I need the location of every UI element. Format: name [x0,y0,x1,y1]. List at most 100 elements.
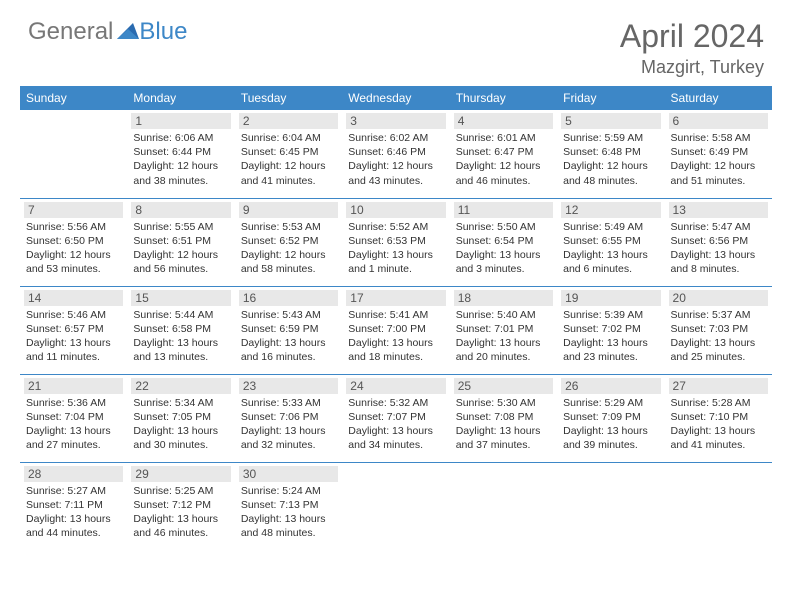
day-details: Sunrise: 5:49 AMSunset: 6:55 PMDaylight:… [561,220,660,277]
day-number: 15 [131,290,230,306]
day-cell: 15 Sunrise: 5:44 AMSunset: 6:58 PMDayligh… [127,286,234,374]
day-number: 24 [346,378,445,394]
day-details: Sunrise: 6:01 AMSunset: 6:47 PMDaylight:… [454,131,553,188]
day-cell: 26 Sunrise: 5:29 AMSunset: 7:09 PMDayligh… [557,374,664,462]
day-cell: 28Sunrise: 5:27 AMSunset: 7:11 PMDayligh… [20,462,127,550]
day-details: Sunrise: 5:29 AMSunset: 7:09 PMDaylight:… [561,396,660,453]
day-header: Tuesday [235,86,342,110]
day-number: 14 [24,290,123,306]
day-number: 3 [346,113,445,129]
day-number: 10 [346,202,445,218]
day-number: 25 [454,378,553,394]
week-row: 7Sunrise: 5:56 AMSunset: 6:50 PMDaylight… [20,198,772,286]
empty-cell [665,462,772,550]
day-cell: 7Sunrise: 5:56 AMSunset: 6:50 PMDaylight… [20,198,127,286]
day-header: Friday [557,86,664,110]
logo: General Blue [28,18,187,46]
day-details: Sunrise: 5:50 AMSunset: 6:54 PMDaylight:… [454,220,553,277]
logo-triangle-icon [117,18,139,46]
empty-cell [450,462,557,550]
calendar-body: 1Sunrise: 6:06 AMSunset: 6:44 PMDaylight… [20,110,772,550]
day-cell: 12 Sunrise: 5:49 AMSunset: 6:55 PMDayligh… [557,198,664,286]
day-details: Sunrise: 5:37 AMSunset: 7:03 PMDaylight:… [669,308,768,365]
day-number: 11 [454,202,553,218]
day-number: 21 [24,378,123,394]
day-details: Sunrise: 5:34 AMSunset: 7:05 PMDaylight:… [131,396,230,453]
empty-cell [557,462,664,550]
day-cell: 18 Sunrise: 5:40 AMSunset: 7:01 PMDayligh… [450,286,557,374]
day-details: Sunrise: 5:58 AMSunset: 6:49 PMDaylight:… [669,131,768,188]
calendar-table: SundayMondayTuesdayWednesdayThursdayFrid… [20,86,772,550]
day-header-row: SundayMondayTuesdayWednesdayThursdayFrid… [20,86,772,110]
day-number: 29 [131,466,230,482]
week-row: 14Sunrise: 5:46 AMSunset: 6:57 PMDayligh… [20,286,772,374]
day-cell: 27 Sunrise: 5:28 AMSunset: 7:10 PMDayligh… [665,374,772,462]
day-number: 6 [669,113,768,129]
day-cell: 25 Sunrise: 5:30 AMSunset: 7:08 PMDayligh… [450,374,557,462]
day-cell: 11 Sunrise: 5:50 AMSunset: 6:54 PMDayligh… [450,198,557,286]
day-details: Sunrise: 5:41 AMSunset: 7:00 PMDaylight:… [346,308,445,365]
day-cell: 1Sunrise: 6:06 AMSunset: 6:44 PMDaylight… [127,110,234,198]
page-header: General Blue April 2024 Mazgirt, Turkey [0,0,792,86]
day-number: 8 [131,202,230,218]
day-cell: 6 Sunrise: 5:58 AMSunset: 6:49 PMDaylight… [665,110,772,198]
day-cell: 19Sunrise: 5:39 AMSunset: 7:02 PMDayligh… [557,286,664,374]
day-cell: 9 Sunrise: 5:53 AMSunset: 6:52 PMDaylight… [235,198,342,286]
day-cell: 20Sunrise: 5:37 AMSunset: 7:03 PMDayligh… [665,286,772,374]
day-cell: 3 Sunrise: 6:02 AMSunset: 6:46 PMDaylight… [342,110,449,198]
day-details: Sunrise: 5:43 AMSunset: 6:59 PMDaylight:… [239,308,338,365]
day-header: Saturday [665,86,772,110]
day-number: 9 [239,202,338,218]
day-number: 1 [131,113,230,129]
logo-text-1: General [28,18,113,46]
day-number: 17 [346,290,445,306]
day-number: 5 [561,113,660,129]
logo-text-2: Blue [139,18,187,46]
day-number: 23 [239,378,338,394]
day-details: Sunrise: 6:02 AMSunset: 6:46 PMDaylight:… [346,131,445,188]
month-title: April 2024 [620,18,764,55]
day-cell: 29 Sunrise: 5:25 AMSunset: 7:12 PMDayligh… [127,462,234,550]
day-cell: 16 Sunrise: 5:43 AMSunset: 6:59 PMDayligh… [235,286,342,374]
day-details: Sunrise: 5:52 AMSunset: 6:53 PMDaylight:… [346,220,445,277]
empty-cell [342,462,449,550]
day-details: Sunrise: 5:55 AMSunset: 6:51 PMDaylight:… [131,220,230,277]
day-details: Sunrise: 5:28 AMSunset: 7:10 PMDaylight:… [669,396,768,453]
empty-cell [20,110,127,198]
day-number: 27 [669,378,768,394]
day-details: Sunrise: 5:44 AMSunset: 6:58 PMDaylight:… [131,308,230,365]
day-cell: 21Sunrise: 5:36 AMSunset: 7:04 PMDayligh… [20,374,127,462]
day-cell: 10 Sunrise: 5:52 AMSunset: 6:53 PMDayligh… [342,198,449,286]
day-header: Sunday [20,86,127,110]
title-block: April 2024 Mazgirt, Turkey [620,18,764,78]
day-details: Sunrise: 5:59 AMSunset: 6:48 PMDaylight:… [561,131,660,188]
day-number: 4 [454,113,553,129]
day-details: Sunrise: 5:53 AMSunset: 6:52 PMDaylight:… [239,220,338,277]
day-details: Sunrise: 5:47 AMSunset: 6:56 PMDaylight:… [669,220,768,277]
day-number: 13 [669,202,768,218]
day-number: 19 [561,290,660,306]
location-label: Mazgirt, Turkey [620,57,764,78]
day-cell: 8 Sunrise: 5:55 AMSunset: 6:51 PMDaylight… [127,198,234,286]
day-cell: 23Sunrise: 5:33 AMSunset: 7:06 PMDayligh… [235,374,342,462]
day-details: Sunrise: 5:32 AMSunset: 7:07 PMDaylight:… [346,396,445,453]
day-cell: 5 Sunrise: 5:59 AMSunset: 6:48 PMDaylight… [557,110,664,198]
day-details: Sunrise: 5:56 AMSunset: 6:50 PMDaylight:… [24,220,123,277]
calendar-container: SundayMondayTuesdayWednesdayThursdayFrid… [0,86,792,550]
day-number: 18 [454,290,553,306]
day-details: Sunrise: 6:04 AMSunset: 6:45 PMDaylight:… [239,131,338,188]
day-number: 26 [561,378,660,394]
day-number: 12 [561,202,660,218]
week-row: 1Sunrise: 6:06 AMSunset: 6:44 PMDaylight… [20,110,772,198]
day-details: Sunrise: 5:30 AMSunset: 7:08 PMDaylight:… [454,396,553,453]
week-row: 21Sunrise: 5:36 AMSunset: 7:04 PMDayligh… [20,374,772,462]
day-number: 16 [239,290,338,306]
day-cell: 24 Sunrise: 5:32 AMSunset: 7:07 PMDayligh… [342,374,449,462]
day-details: Sunrise: 5:25 AMSunset: 7:12 PMDaylight:… [131,484,230,541]
day-cell: 17 Sunrise: 5:41 AMSunset: 7:00 PMDayligh… [342,286,449,374]
day-cell: 4 Sunrise: 6:01 AMSunset: 6:47 PMDaylight… [450,110,557,198]
day-number: 22 [131,378,230,394]
day-details: Sunrise: 5:40 AMSunset: 7:01 PMDaylight:… [454,308,553,365]
day-details: Sunrise: 5:24 AMSunset: 7:13 PMDaylight:… [239,484,338,541]
day-header: Monday [127,86,234,110]
